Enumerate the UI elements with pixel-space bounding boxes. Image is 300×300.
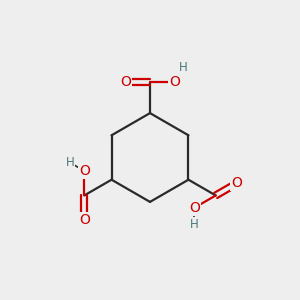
Text: H: H: [190, 218, 199, 231]
Text: H: H: [178, 61, 187, 74]
Text: O: O: [189, 201, 200, 215]
Text: O: O: [79, 164, 90, 178]
Text: O: O: [120, 75, 131, 88]
Text: O: O: [232, 176, 242, 190]
Text: H: H: [66, 156, 74, 169]
Text: O: O: [169, 75, 180, 88]
Text: O: O: [79, 213, 90, 227]
